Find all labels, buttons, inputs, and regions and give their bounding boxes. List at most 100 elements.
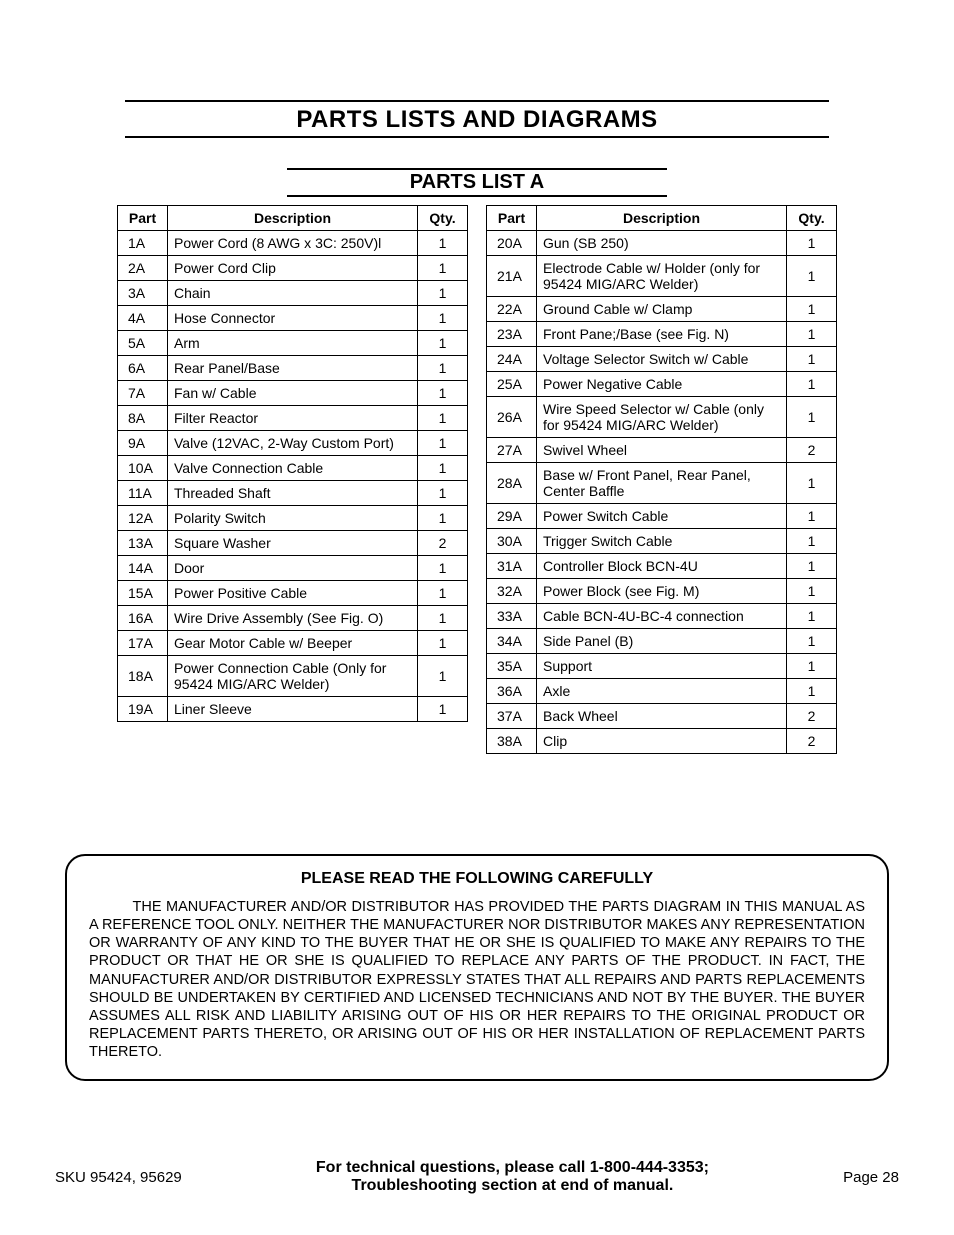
cell-part: 30A [487,529,537,554]
table-row: 16AWire Drive Assembly (See Fig. O)1 [118,606,468,631]
table-row: 27ASwivel Wheel2 [487,438,837,463]
cell-desc: Axle [537,679,787,704]
cell-qty: 1 [418,506,468,531]
table-row: 4AHose Connector1 [118,306,468,331]
parts-table-left: Part Description Qty. 1APower Cord (8 AW… [117,205,468,722]
table-row: 3AChain1 [118,281,468,306]
table-row: 34ASide Panel (B)1 [487,629,837,654]
cell-qty: 1 [787,397,837,438]
cell-part: 13A [118,531,168,556]
footer-line1: For technical questions, please call 1-8… [316,1159,709,1176]
cell-part: 17A [118,631,168,656]
cell-desc: Square Washer [168,531,418,556]
cell-part: 3A [118,281,168,306]
cell-part: 14A [118,556,168,581]
cell-desc: Power Positive Cable [168,581,418,606]
table-row: 21AElectrode Cable w/ Holder (only for 9… [487,256,837,297]
cell-desc: Power Switch Cable [537,504,787,529]
cell-qty: 1 [418,381,468,406]
footer-page: Page 28 [843,1169,899,1186]
cell-desc: Gear Motor Cable w/ Beeper [168,631,418,656]
table-row: 9AValve (12VAC, 2-Way Custom Port)1 [118,431,468,456]
cell-part: 24A [487,347,537,372]
table-row: 1APower Cord (8 AWG x 3C: 250V)l1 [118,231,468,256]
cell-qty: 1 [787,529,837,554]
cell-qty: 1 [418,656,468,697]
cell-part: 26A [487,397,537,438]
cell-desc: Ground Cable w/ Clamp [537,297,787,322]
sub-title-bar: PARTS LIST A [287,168,667,197]
cell-part: 36A [487,679,537,704]
cell-desc: Liner Sleeve [168,697,418,722]
table-row: 36AAxle1 [487,679,837,704]
cell-desc: Electrode Cable w/ Holder (only for 9542… [537,256,787,297]
cell-qty: 1 [418,431,468,456]
cell-part: 29A [487,504,537,529]
header-desc: Description [168,206,418,231]
table-row: 8AFilter Reactor1 [118,406,468,431]
cell-qty: 1 [418,256,468,281]
cell-desc: Chain [168,281,418,306]
table-row: 32APower Block (see Fig. M)1 [487,579,837,604]
main-title-bar: PARTS LISTS AND DIAGRAMS [125,100,829,138]
cell-part: 33A [487,604,537,629]
header-desc: Description [537,206,787,231]
cell-desc: Controller Block BCN-4U [537,554,787,579]
cell-desc: Wire Speed Selector w/ Cable (only for 9… [537,397,787,438]
cell-desc: Power Negative Cable [537,372,787,397]
tables-row: Part Description Qty. 1APower Cord (8 AW… [55,205,899,754]
cell-part: 1A [118,231,168,256]
table-header-row: Part Description Qty. [118,206,468,231]
cell-qty: 1 [787,256,837,297]
table-row: 10AValve Connection Cable1 [118,456,468,481]
cell-desc: Voltage Selector Switch w/ Cable [537,347,787,372]
cell-part: 11A [118,481,168,506]
table-row: 2APower Cord Clip1 [118,256,468,281]
cell-qty: 1 [787,322,837,347]
footer-line2: Troubleshooting section at end of manual… [352,1177,674,1194]
cell-desc: Front Pane;/Base (see Fig. N) [537,322,787,347]
cell-qty: 1 [418,631,468,656]
cell-part: 32A [487,579,537,604]
parts-table-right: Part Description Qty. 20AGun (SB 250)121… [486,205,837,754]
cell-desc: Rear Panel/Base [168,356,418,381]
cell-part: 19A [118,697,168,722]
table-row: 28ABase w/ Front Panel, Rear Panel, Cent… [487,463,837,504]
cell-part: 2A [118,256,168,281]
cell-desc: Clip [537,729,787,754]
sub-title: PARTS LIST A [287,171,667,194]
cell-desc: Gun (SB 250) [537,231,787,256]
table-row: 12APolarity Switch1 [118,506,468,531]
cell-desc: Wire Drive Assembly (See Fig. O) [168,606,418,631]
cell-part: 16A [118,606,168,631]
cell-desc: Power Cord Clip [168,256,418,281]
table-row: 24AVoltage Selector Switch w/ Cable1 [487,347,837,372]
cell-desc: Cable BCN-4U-BC-4 connection [537,604,787,629]
footer-sku: SKU 95424, 95629 [55,1169,182,1186]
cell-qty: 1 [418,581,468,606]
cell-part: 21A [487,256,537,297]
table-header-row: Part Description Qty. [487,206,837,231]
cell-part: 20A [487,231,537,256]
table-row: 13ASquare Washer2 [118,531,468,556]
cell-desc: Swivel Wheel [537,438,787,463]
table-row: 11AThreaded Shaft1 [118,481,468,506]
cell-part: 10A [118,456,168,481]
cell-part: 37A [487,704,537,729]
cell-qty: 1 [787,372,837,397]
table-row: 19ALiner Sleeve1 [118,697,468,722]
cell-desc: Door [168,556,418,581]
cell-qty: 1 [787,579,837,604]
cell-part: 15A [118,581,168,606]
cell-desc: Threaded Shaft [168,481,418,506]
cell-qty: 2 [787,704,837,729]
cell-desc: Trigger Switch Cable [537,529,787,554]
cell-desc: Hose Connector [168,306,418,331]
table-row: 15APower Positive Cable1 [118,581,468,606]
cell-part: 38A [487,729,537,754]
table-row: 23AFront Pane;/Base (see Fig. N)1 [487,322,837,347]
cell-qty: 1 [787,629,837,654]
cell-part: 6A [118,356,168,381]
table-row: 20AGun (SB 250)1 [487,231,837,256]
cell-qty: 1 [418,606,468,631]
